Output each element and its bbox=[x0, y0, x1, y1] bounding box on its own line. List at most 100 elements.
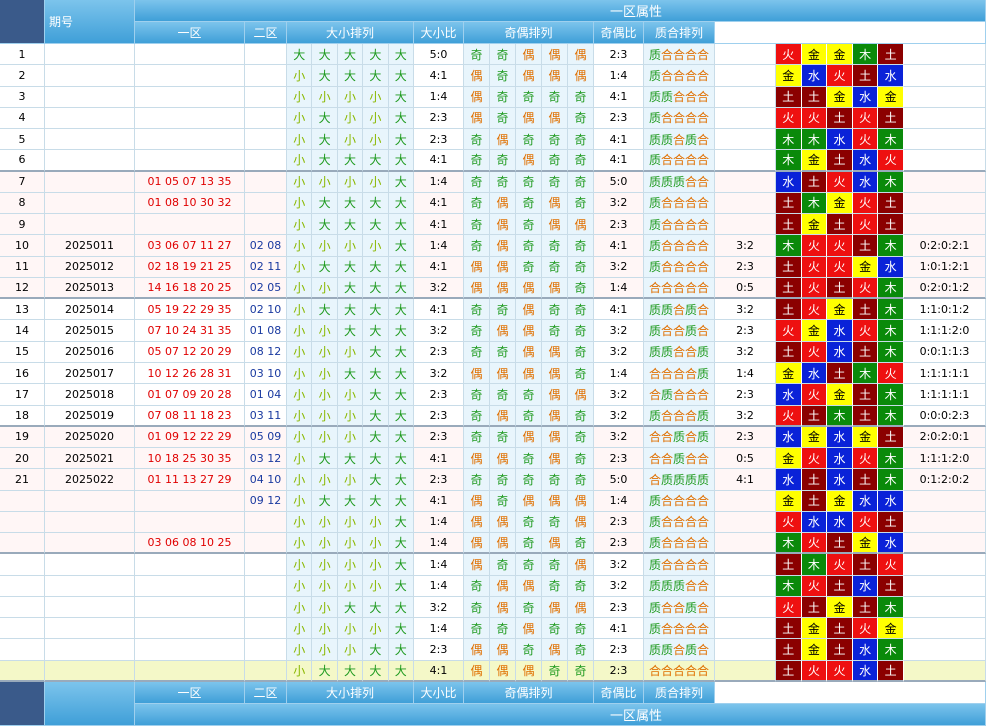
element-mark: 火 bbox=[801, 448, 828, 470]
element-mark: 水 bbox=[852, 639, 879, 661]
period: 2025022 bbox=[45, 469, 135, 491]
element-mark: 土 bbox=[852, 384, 879, 406]
element-mark: 水 bbox=[827, 426, 853, 449]
parity-mark: 奇 bbox=[516, 171, 542, 193]
size-mark: 小 bbox=[337, 426, 364, 449]
zone2-ratio bbox=[715, 660, 776, 682]
parity-mark: 奇 bbox=[464, 192, 490, 215]
element-mark: 土 bbox=[776, 256, 802, 278]
zone1-numbers: 03 06 07 11 27 bbox=[135, 235, 245, 257]
column-label: 奇偶比 bbox=[594, 682, 644, 704]
row-number: 9 bbox=[0, 214, 45, 236]
element-pattern bbox=[904, 554, 986, 576]
prime-mark: 合 bbox=[697, 621, 710, 636]
element-mark: 木 bbox=[878, 277, 904, 300]
zone1-numbers: 14 16 18 20 25 bbox=[135, 277, 245, 300]
size-mark: 小 bbox=[337, 511, 364, 534]
element-mark: 金 bbox=[801, 44, 828, 66]
zone1-numbers: 01 08 10 30 32 bbox=[135, 192, 245, 215]
parity-mark: 奇 bbox=[542, 575, 568, 597]
zone2-ratio: 2:3 bbox=[715, 320, 776, 342]
parity-ratio: 1:4 bbox=[594, 277, 644, 300]
parity-mark: 偶 bbox=[516, 299, 542, 321]
element-mark: 土 bbox=[878, 107, 904, 130]
prime-pattern: 质合合合合 bbox=[644, 511, 715, 534]
prime-mark: 合 bbox=[660, 68, 673, 83]
column-label: 大小排列 bbox=[287, 682, 414, 704]
parity-mark: 奇 bbox=[464, 44, 490, 66]
zone1-numbers: 01 09 12 22 29 bbox=[135, 426, 245, 449]
size-mark: 大 bbox=[388, 129, 414, 151]
size-ratio: 4:1 bbox=[414, 192, 464, 215]
prime-mark: 合 bbox=[685, 196, 698, 211]
prime-pattern: 质质合合质 bbox=[644, 341, 715, 363]
period: 2025011 bbox=[45, 235, 135, 257]
element-mark: 金 bbox=[801, 320, 828, 342]
size-mark: 大 bbox=[388, 448, 414, 470]
parity-mark: 奇 bbox=[490, 299, 516, 321]
size-mark: 大 bbox=[388, 511, 414, 534]
parity-mark: 奇 bbox=[542, 660, 568, 682]
element-mark: 火 bbox=[827, 554, 853, 576]
size-mark: 小 bbox=[337, 405, 364, 427]
parity-mark: 奇 bbox=[542, 256, 568, 278]
element-mark: 土 bbox=[827, 618, 853, 640]
period: 2025016 bbox=[45, 341, 135, 363]
element-pattern bbox=[904, 660, 986, 682]
element-mark: 土 bbox=[827, 575, 853, 597]
row-number: 16 bbox=[0, 363, 45, 385]
element-mark: 木 bbox=[776, 129, 802, 151]
parity-mark: 奇 bbox=[516, 639, 542, 661]
size-mark: 大 bbox=[337, 214, 364, 236]
size-ratio: 2:3 bbox=[414, 341, 464, 363]
period bbox=[45, 44, 135, 66]
row-number: 5 bbox=[0, 129, 45, 151]
size-mark: 大 bbox=[312, 150, 338, 172]
prime-mark: 质 bbox=[697, 345, 710, 360]
zone2-numbers: 02 08 bbox=[245, 235, 287, 257]
zone2-ratio bbox=[715, 129, 776, 151]
prime-mark: 合 bbox=[672, 111, 685, 126]
parity-ratio: 4:1 bbox=[594, 299, 644, 321]
element-mark: 水 bbox=[827, 448, 853, 470]
element-pattern: 1:1:1:1:1 bbox=[904, 363, 986, 385]
row-number bbox=[0, 618, 45, 640]
row-number: 10 bbox=[0, 235, 45, 257]
row-number bbox=[0, 575, 45, 597]
element-mark: 土 bbox=[878, 575, 904, 597]
prime-mark: 合 bbox=[660, 515, 673, 530]
element-mark: 金 bbox=[827, 596, 853, 619]
zone2-ratio bbox=[715, 107, 776, 130]
prime-mark: 合 bbox=[685, 366, 698, 381]
prime-mark: 质 bbox=[648, 260, 661, 275]
element-pattern bbox=[904, 575, 986, 597]
element-mark: 金 bbox=[801, 426, 828, 449]
size-mark: 小 bbox=[337, 533, 364, 555]
size-mark: 大 bbox=[312, 660, 338, 682]
prime-mark: 合 bbox=[672, 366, 685, 381]
prime-pattern: 合质合合合 bbox=[644, 384, 715, 406]
zone2-numbers bbox=[245, 639, 287, 661]
parity-ratio: 3:2 bbox=[594, 426, 644, 449]
zone2-numbers: 08 12 bbox=[245, 341, 287, 363]
zone2-ratio: 2:3 bbox=[715, 256, 776, 278]
element-mark: 土 bbox=[852, 596, 879, 619]
size-mark: 小 bbox=[337, 86, 364, 108]
zone2-numbers: 03 10 bbox=[245, 363, 287, 385]
zone2-ratio: 3:2 bbox=[715, 405, 776, 427]
element-mark: 火 bbox=[776, 44, 802, 66]
zone1-numbers: 07 08 11 18 23 bbox=[135, 405, 245, 427]
header-blank bbox=[715, 682, 986, 704]
prime-pattern: 质合合质合 bbox=[644, 320, 715, 342]
parity-ratio: 3:2 bbox=[594, 256, 644, 278]
element-mark: 水 bbox=[776, 171, 802, 193]
prime-mark: 合 bbox=[672, 153, 685, 168]
size-mark: 大 bbox=[363, 320, 389, 342]
prime-pattern: 质合合合合 bbox=[644, 618, 715, 640]
element-mark: 金 bbox=[852, 533, 879, 555]
prime-mark: 质 bbox=[648, 302, 661, 317]
element-mark: 水 bbox=[827, 129, 853, 151]
element-pattern bbox=[904, 639, 986, 661]
element-mark: 土 bbox=[801, 171, 828, 193]
prime-pattern: 质合合合合 bbox=[644, 65, 715, 87]
